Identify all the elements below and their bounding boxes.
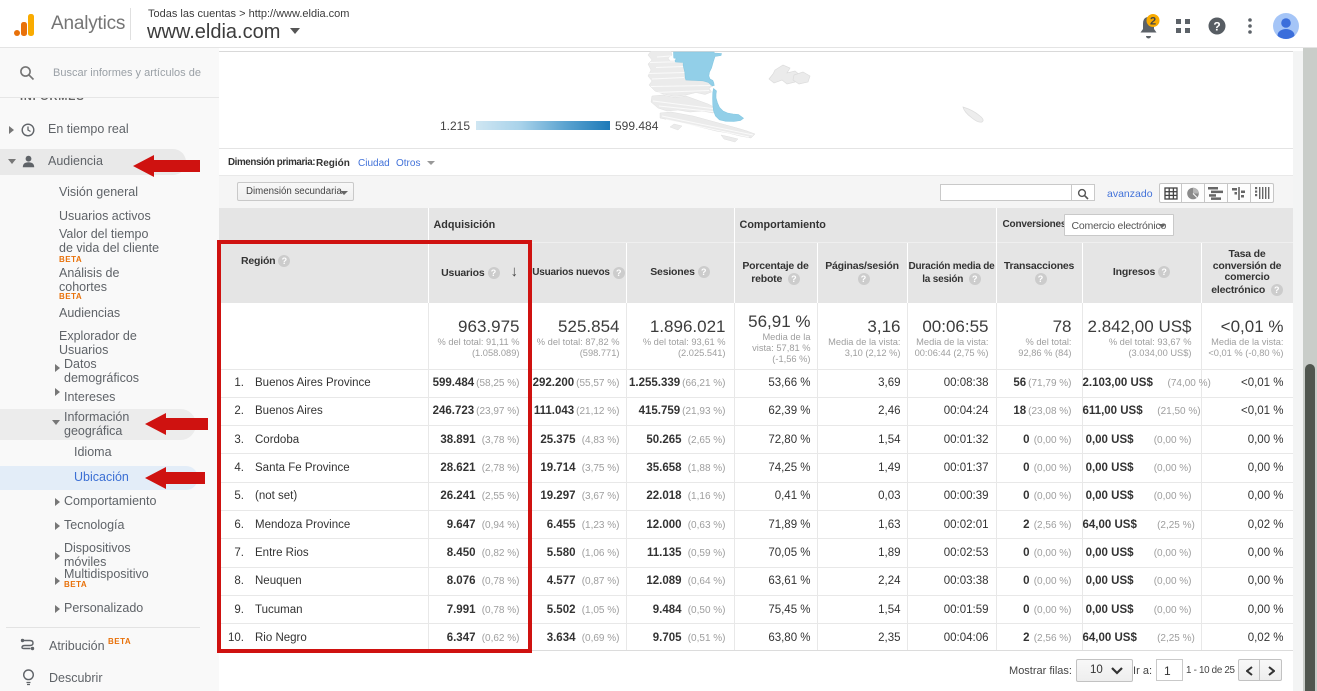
- svg-text:?: ?: [1213, 19, 1220, 33]
- svg-text:2: 2: [1150, 15, 1156, 27]
